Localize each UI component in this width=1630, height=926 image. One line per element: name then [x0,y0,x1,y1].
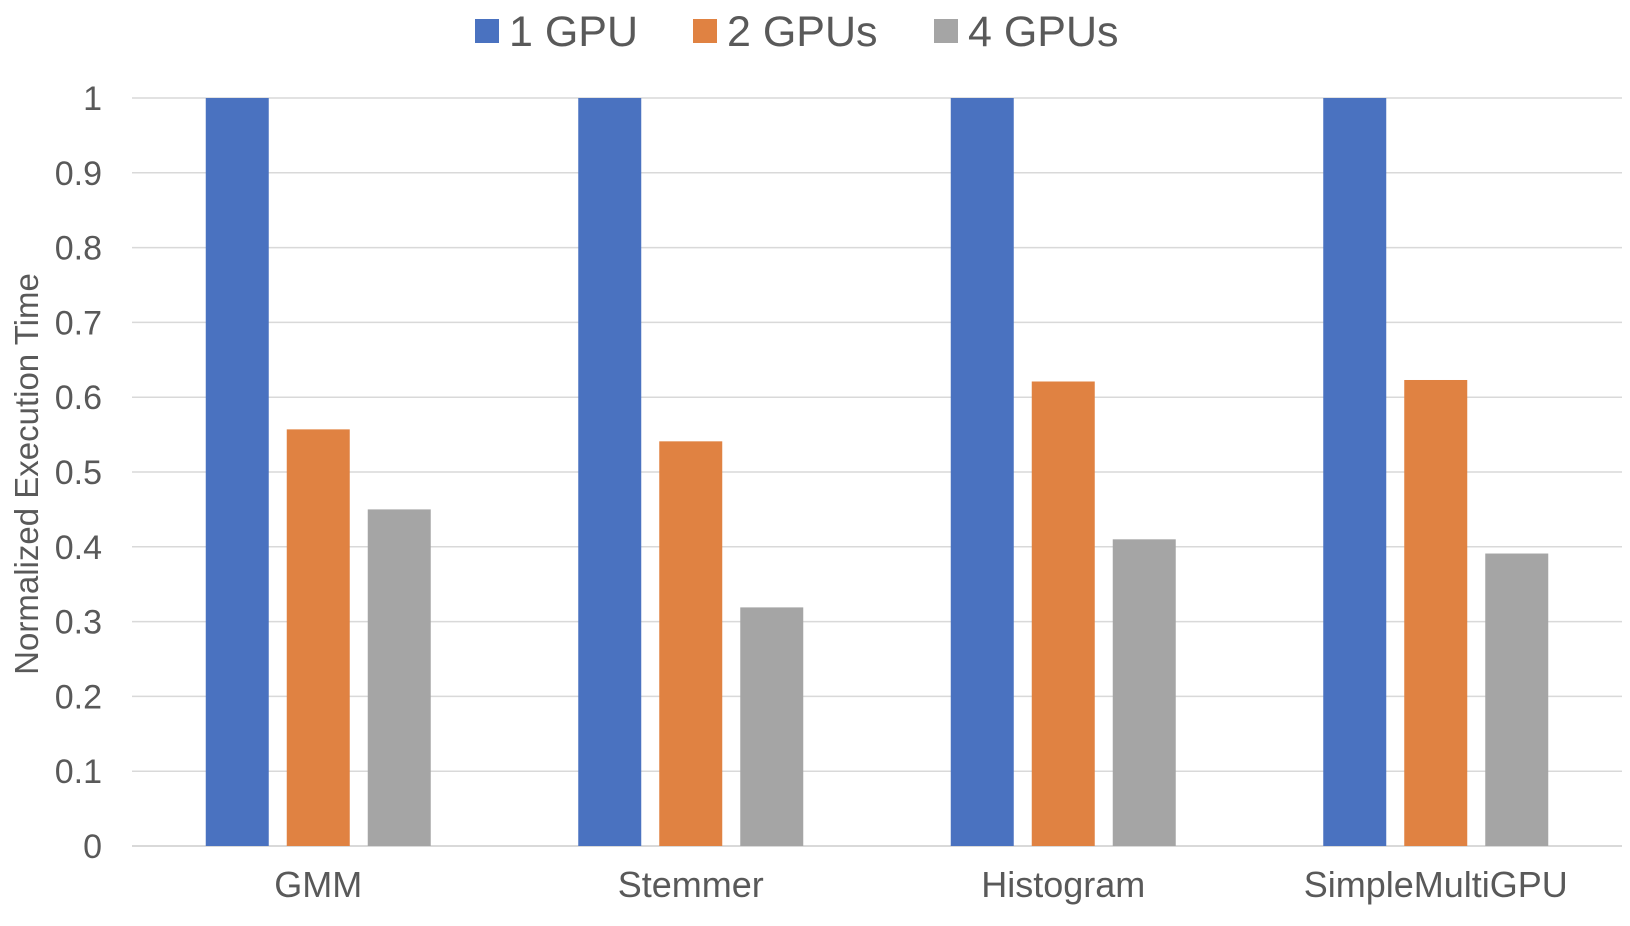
x-axis-labels: GMM Stemmer Histogram SimpleMultiGPU [274,864,1568,905]
x-tick-label: Histogram [981,864,1145,905]
y-tick-label: 0.1 [55,753,102,791]
y-tick-label: 0 [83,828,102,866]
bars [205,98,1549,846]
bar-histogram-4-gpus [1112,539,1176,846]
y-tick-label: 0.6 [55,379,102,417]
chart-legend: 1 GPU 2 GPUs 4 GPUs [475,8,1119,56]
bar-simplemultigpu-4-gpus [1485,553,1549,846]
gridlines [132,97,1622,847]
x-tick-label: GMM [274,864,362,905]
x-tick-label: Stemmer [618,864,764,905]
bar-simplemultigpu-2-gpus [1404,379,1468,846]
y-tick-label: 0.3 [55,604,102,642]
y-tick-label: 0.8 [55,230,102,268]
bar-histogram-1-gpu [950,98,1014,846]
y-tick-label: 0.9 [55,155,102,193]
y-tick-label: 0.4 [55,529,102,567]
bar-gmm-4-gpus [367,509,431,846]
bar-histogram-2-gpus [1031,381,1095,846]
x-tick-label: SimpleMultiGPU [1304,864,1568,905]
y-axis-ticks: 0 0.1 0.2 0.3 0.4 0.5 0.6 0.7 0.8 0.9 1 [55,80,102,866]
y-tick-label: 0.2 [55,678,102,716]
bar-stemmer-4-gpus [740,607,804,846]
legend-label: 4 GPUs [968,8,1119,56]
bar-stemmer-2-gpus [659,441,723,846]
y-tick-label: 0.7 [55,304,102,342]
legend-swatch [934,19,958,43]
legend-label: 2 GPUs [727,8,878,56]
bar-stemmer-1-gpu [578,98,642,846]
bar-gmm-2-gpus [286,429,350,846]
legend-swatch [693,19,717,43]
legend-swatch [475,19,499,43]
legend-label: 1 GPU [509,8,638,56]
y-tick-label: 0.5 [55,454,102,492]
bar-simplemultigpu-1-gpu [1323,98,1387,846]
bar-gmm-1-gpu [205,98,269,846]
y-tick-label: 1 [83,80,102,118]
y-axis-title: Normalized Execution Time [8,273,45,675]
